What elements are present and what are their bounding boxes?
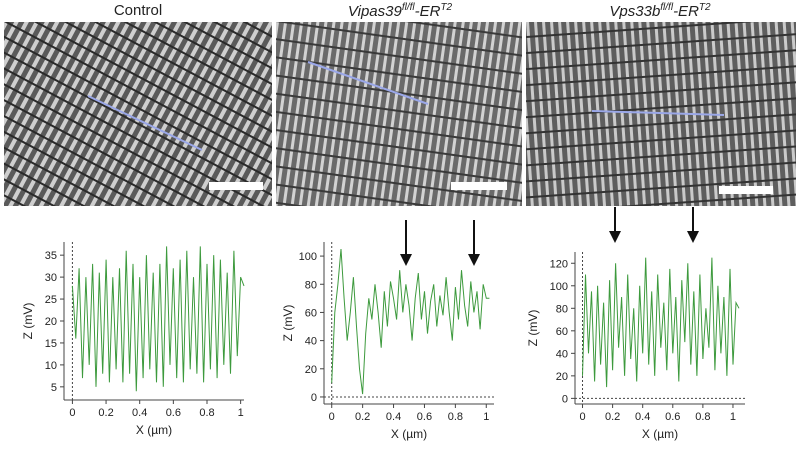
profile-trace <box>71 246 245 392</box>
x-tick-label: 0.4 <box>132 407 147 419</box>
x-tick-label: 0.8 <box>448 411 463 423</box>
profile-trace <box>331 248 490 395</box>
down-arrow-icon <box>609 207 621 243</box>
profile-line <box>307 61 429 105</box>
down-arrow-icon <box>687 207 699 243</box>
y-tick-label: 40 <box>556 348 568 360</box>
y-tick-label: 120 <box>550 258 568 270</box>
panel-title-vps33b: Vps33bfl/fl-ERT2 <box>609 2 711 20</box>
down-arrow-icon <box>400 220 412 266</box>
y-tick-label: 20 <box>556 371 568 383</box>
x-tick-label: 0.6 <box>166 407 181 419</box>
profile-chart-vipas39: 0 0.2 0.4 0.6 0.8 1 0 20 40 60 80 100 X (µm) Z (mV) <box>281 242 494 441</box>
y-tick-label: 80 <box>305 279 317 291</box>
y-tick-label: 0 <box>311 392 317 404</box>
x-tick-label: 0.4 <box>635 411 650 423</box>
y-tick-label: 30 <box>45 272 57 284</box>
x-axis-label: X (µm) <box>136 423 172 437</box>
x-tick-label: 0.6 <box>417 411 432 423</box>
x-tick-label: 0.8 <box>695 411 710 423</box>
y-tick-label: 25 <box>45 294 57 306</box>
y-tick-label: 20 <box>45 316 57 328</box>
x-tick-label: 0.2 <box>605 411 620 423</box>
y-tick-label: 20 <box>305 364 317 376</box>
x-tick-label: 0 <box>69 407 75 419</box>
y-tick-label: 60 <box>556 326 568 338</box>
afm-image-control <box>4 22 272 206</box>
y-tick-label: 5 <box>51 382 57 394</box>
y-tick-label: 100 <box>550 281 568 293</box>
afm-image-vps33b <box>526 22 796 206</box>
y-tick-label: 40 <box>305 336 317 348</box>
scale-bar <box>719 186 773 194</box>
x-tick-label: 0.4 <box>386 411 401 423</box>
x-tick-label: 0 <box>329 411 335 423</box>
panel-title-control: Control <box>113 2 163 19</box>
x-tick-label: 1 <box>730 411 736 423</box>
x-tick-label: 0.6 <box>665 411 680 423</box>
y-tick-label: 60 <box>305 307 317 319</box>
y-axis-label: Z (mV) <box>526 310 540 347</box>
profile-chart-vps33b: 0 0.2 0.4 0.6 0.8 1 0 20 40 60 80 100 120 X (µm) Z (mV… <box>526 252 745 441</box>
x-axis-label: X (µm) <box>642 427 678 441</box>
panel-title-vipas39: Vipas39fl/fl-ERT2 <box>347 2 453 20</box>
profile-trace <box>582 257 740 388</box>
y-tick-label: 35 <box>45 250 57 262</box>
profile-line <box>87 95 203 151</box>
y-tick-label: 100 <box>299 251 317 263</box>
afm-image-vipas39 <box>276 22 522 206</box>
x-tick-label: 0.8 <box>199 407 214 419</box>
x-tick-label: 0 <box>579 411 585 423</box>
x-tick-label: 1 <box>483 411 489 423</box>
y-axis-label: Z (mV) <box>21 303 35 340</box>
y-tick-label: 0 <box>562 393 568 405</box>
y-tick-label: 80 <box>556 303 568 315</box>
scale-bar <box>451 182 507 190</box>
x-tick-label: 1 <box>238 407 244 419</box>
y-tick-label: 10 <box>45 360 57 372</box>
y-tick-label: 15 <box>45 338 57 350</box>
profile-line <box>591 110 725 116</box>
scale-bar <box>209 182 263 190</box>
x-tick-label: 0.2 <box>98 407 113 419</box>
x-axis-label: X (µm) <box>391 427 427 441</box>
down-arrow-icon <box>468 220 480 266</box>
y-axis-label: Z (mV) <box>281 305 295 342</box>
x-tick-label: 0.2 <box>355 411 370 423</box>
